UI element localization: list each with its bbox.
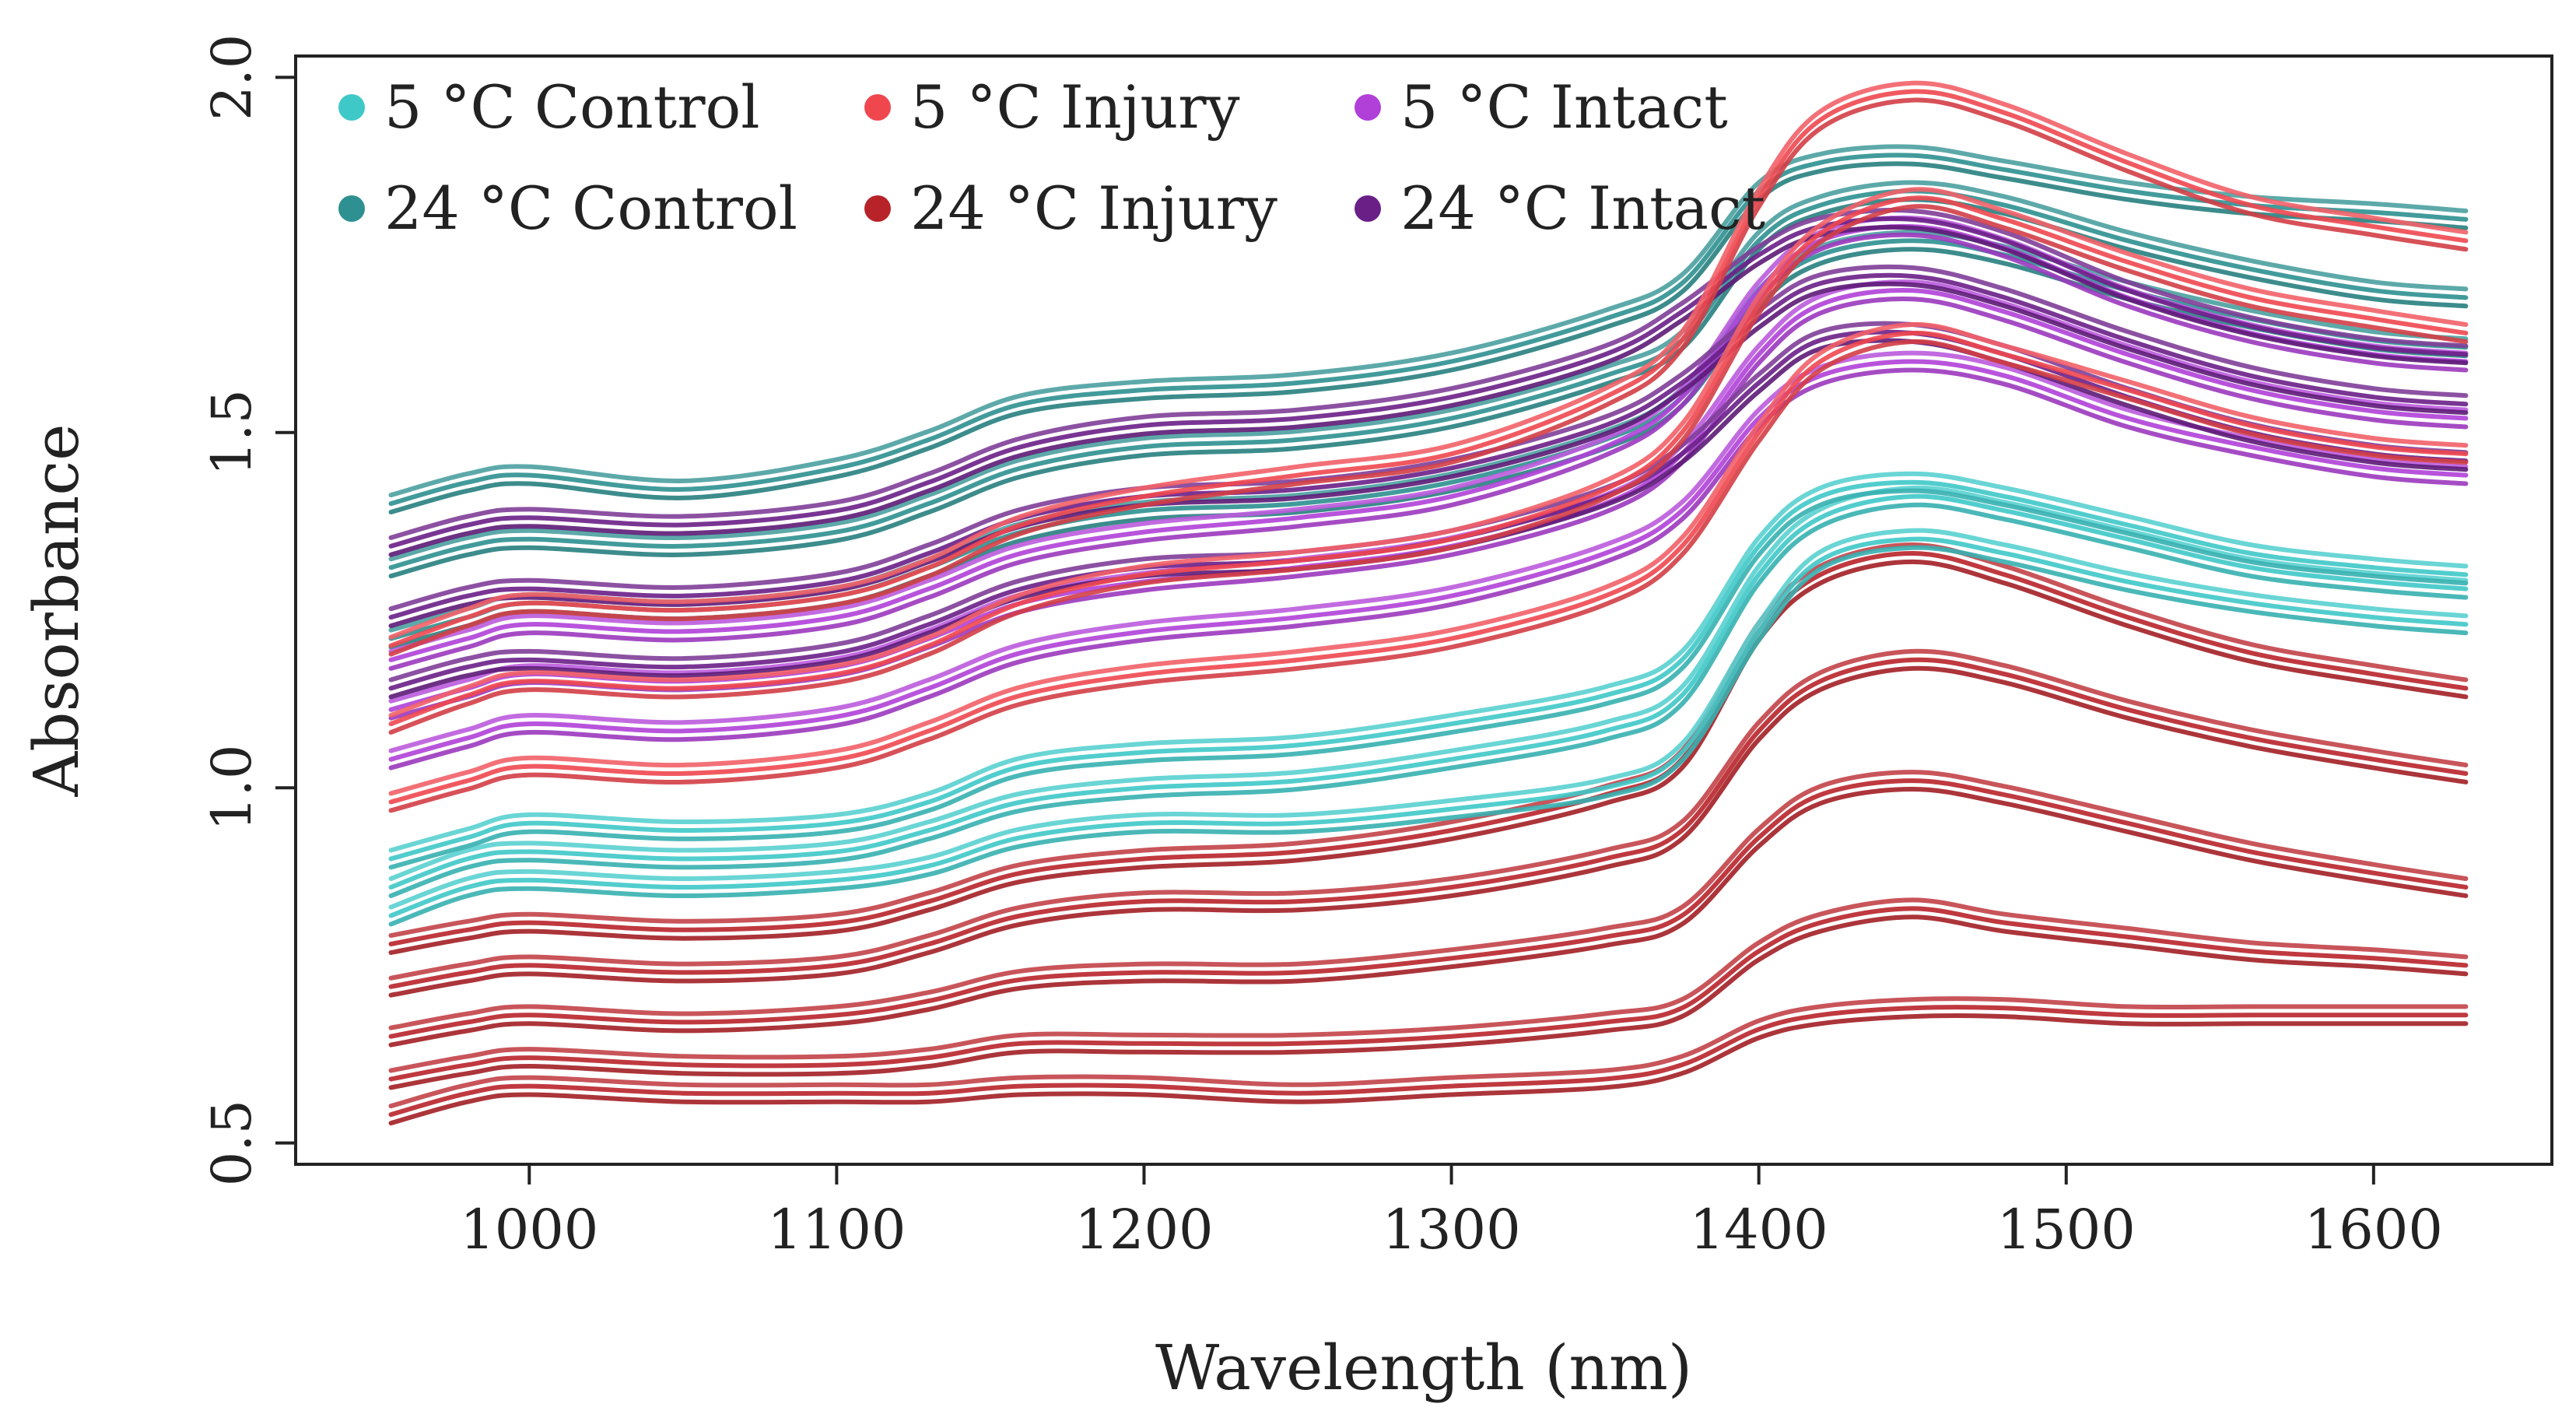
y-tick-label: 0.5: [200, 1100, 264, 1186]
spectrum-line: [388, 197, 2469, 579]
spectrum-line: [388, 559, 2469, 955]
series-5-c-control: [388, 471, 2469, 927]
spectrum-line: [388, 330, 2469, 805]
legend-marker: [1355, 94, 1381, 121]
spectrum-line: [388, 208, 2469, 540]
spectrum-line: [388, 787, 2469, 1048]
spectrum-line: [388, 493, 2469, 890]
x-tick-label: 1400: [1690, 1198, 1828, 1262]
spectrum-line: [388, 321, 2469, 796]
spectrum-line: [388, 551, 2469, 946]
legend-label: 5 °C Intact: [1400, 72, 1728, 142]
spectrum-line: [388, 914, 2469, 1090]
spectrum-line: [388, 187, 2469, 718]
spectrum-line: [388, 528, 2469, 910]
x-tick-label: 1500: [1997, 1198, 2136, 1262]
spectrum-line: [388, 80, 2469, 640]
legend-marker: [864, 94, 891, 121]
spectrum-line: [388, 339, 2469, 813]
spectrum-line: [388, 996, 2469, 1109]
spectrum-line: [388, 367, 2469, 770]
legend-marker: [338, 195, 365, 222]
legend-marker: [1355, 195, 1381, 222]
legend-label: 5 °C Control: [384, 72, 760, 142]
x-axis-title: Wavelength (nm): [1155, 1332, 1692, 1404]
series-5-c-injury: [388, 80, 2469, 813]
spectrum-line: [388, 195, 2469, 727]
spectrum-line: [388, 180, 2469, 562]
legend-item-5-c-injury: 5 °C Injury: [864, 72, 1240, 142]
legend: 5 °C Control 5 °C Injury 5 °C Intact 24 °C …: [338, 72, 1765, 243]
legend-item-24-c-control: 24 °C Control: [338, 174, 797, 243]
spectrum-line: [388, 272, 2469, 620]
spectrum-line: [388, 906, 2469, 1082]
spectrum-line: [388, 204, 2469, 735]
legend-item-5-c-intact: 5 °C Intact: [1355, 72, 1728, 142]
spectrum-line: [388, 665, 2469, 998]
series-layer: [388, 80, 2469, 1126]
spectrum-line: [388, 479, 2469, 862]
spectrum-line: [388, 485, 2469, 881]
spectrum-line: [388, 471, 2469, 853]
spectrum-line: [388, 359, 2469, 762]
legend-marker: [864, 195, 891, 222]
legend-label: 24 °C Intact: [1400, 174, 1765, 243]
spectrum-line: [388, 1013, 2469, 1126]
legend-item-24-c-injury: 24 °C Injury: [864, 174, 1277, 243]
spectrum-line: [388, 545, 2469, 927]
y-axis-title: Absorbance: [20, 423, 93, 797]
spectrum-line: [388, 488, 2469, 870]
spectrum-line: [388, 770, 2469, 1030]
y-tick-label: 1.0: [200, 745, 264, 831]
spectrum-line: [388, 224, 2469, 557]
spectrum-line: [388, 153, 2469, 507]
legend-item-5-c-control: 5 °C Control: [338, 72, 760, 142]
legend-label: 24 °C Control: [384, 174, 797, 243]
x-tick-label: 1300: [1382, 1198, 1520, 1262]
spectrum-line: [388, 281, 2469, 629]
x-tick-label: 1000: [460, 1198, 598, 1262]
y-tick-label: 1.5: [200, 389, 264, 476]
spectrum-line: [388, 97, 2469, 657]
x-tick-label: 1200: [1074, 1198, 1213, 1262]
x-tick-label: 1600: [2304, 1198, 2443, 1262]
legend-marker: [338, 94, 365, 121]
spectrum-line: [388, 89, 2469, 648]
spectrum-line: [388, 536, 2469, 918]
spectrum-line: [388, 648, 2469, 981]
spectrum-line: [388, 144, 2469, 498]
y-tick-label: 2.0: [200, 34, 264, 121]
spectrum-line: [388, 778, 2469, 1039]
spectrum-line: [388, 232, 2469, 671]
spectrum-line: [388, 502, 2469, 898]
axes-layer: 1000 1100 1200 1300 1400 1500 1600 0.5 1.0 1.5 2.0: [200, 34, 2553, 1262]
legend-label: 24 °C Injury: [910, 174, 1277, 243]
x-tick-label: 1100: [767, 1198, 906, 1262]
spectrum-line: [388, 216, 2469, 549]
spectrum-line: [388, 1005, 2469, 1118]
legend-item-24-c-intact: 24 °C Intact: [1355, 174, 1765, 243]
plot-frame: [294, 54, 2553, 1166]
legend-label: 5 °C Injury: [910, 72, 1240, 142]
spectrum-line: [388, 161, 2469, 514]
spectrum-line: [388, 897, 2469, 1073]
spectrum-line: [388, 350, 2469, 753]
spectrum-line: [388, 657, 2469, 989]
spectrum-line: [388, 188, 2469, 570]
